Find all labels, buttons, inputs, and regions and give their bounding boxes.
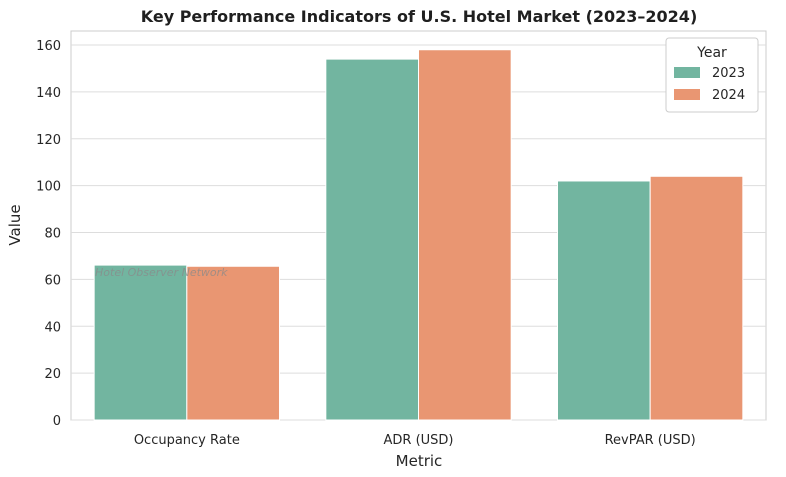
x-tick-label: ADR (USD) (384, 433, 454, 448)
bar (418, 49, 512, 421)
y-tick-label: 120 (36, 133, 61, 148)
bar (186, 265, 280, 421)
legend-swatch (674, 67, 700, 78)
y-tick-label: 80 (44, 227, 61, 242)
watermark: Hotel Observer Network (95, 266, 228, 279)
bars (93, 49, 744, 421)
y-axis-label: Value (6, 204, 24, 245)
bar (93, 264, 188, 421)
bar (557, 180, 651, 421)
x-tick-label: RevPAR (USD) (605, 433, 696, 448)
legend: Year 2023 2024 (665, 37, 759, 113)
legend-label: 2024 (712, 88, 745, 103)
y-tick-label: 40 (44, 320, 61, 335)
y-tick-label: 60 (44, 273, 61, 288)
bar (649, 175, 744, 421)
x-axis-label: Metric (396, 452, 443, 470)
chart-title: Key Performance Indicators of U.S. Hotel… (141, 7, 698, 26)
bar (325, 58, 420, 421)
legend-items: 2023 2024 (674, 66, 745, 103)
y-tick-label: 20 (44, 367, 61, 382)
y-tick-label: 140 (36, 86, 61, 101)
y-tick-label: 160 (36, 39, 61, 54)
y-tick-label: 0 (53, 414, 61, 429)
x-ticks: Occupancy Rate ADR (USD) RevPAR (USD) (134, 433, 696, 448)
y-ticks: 0 20 40 60 80 100 120 140 160 (36, 39, 61, 429)
x-tick-label: Occupancy Rate (134, 433, 240, 448)
legend-swatch (674, 89, 700, 100)
legend-title: Year (696, 45, 727, 61)
legend-label: 2023 (712, 66, 745, 81)
y-tick-label: 100 (36, 180, 61, 195)
